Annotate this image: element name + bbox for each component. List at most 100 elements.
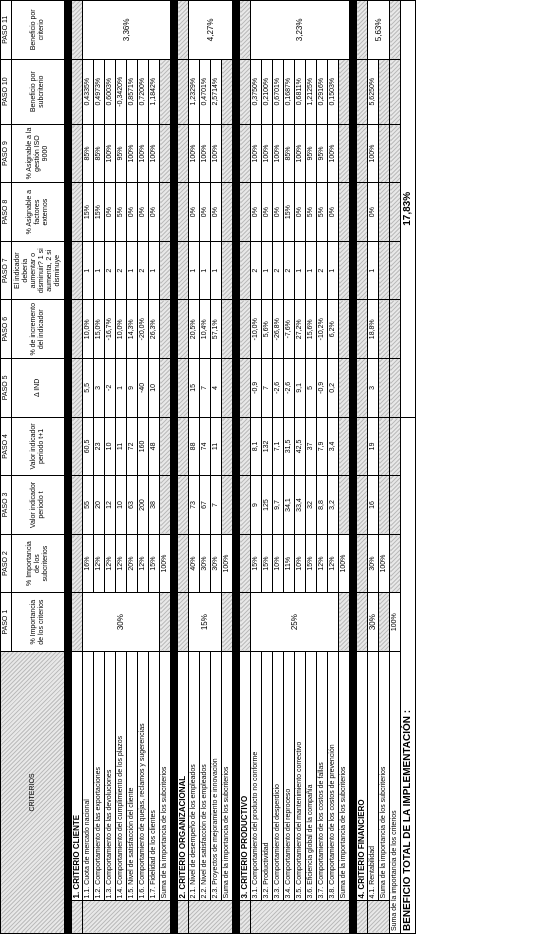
subcriterion-name: 3.5. Comportamiento del mantenimiento co… bbox=[294, 651, 306, 901]
subcriteria-sum-row: Suma de la importancia de los subcriteri… bbox=[338, 1, 350, 934]
value-cell: 2 bbox=[316, 241, 328, 300]
value-cell: 100% bbox=[104, 124, 116, 183]
value-cell: -0,9 bbox=[250, 358, 262, 418]
separator bbox=[232, 0, 240, 934]
value-cell: 27,2% bbox=[294, 299, 306, 359]
value-cell: 100% bbox=[137, 124, 149, 183]
value-cell: 5% bbox=[305, 182, 317, 242]
table-row: 1.4. Comportamiento del cumplimiento de … bbox=[115, 1, 127, 934]
subcriterion-name: 3.7. Comportamiento de los costos de fal… bbox=[316, 651, 328, 901]
criterion-weight: 30% bbox=[367, 592, 379, 652]
subcriterios-label bbox=[250, 900, 350, 934]
value-cell: 23 bbox=[93, 417, 105, 476]
value-cell: 100% bbox=[294, 124, 306, 183]
criteria-sum-row: Suma de la importancia de los criterios 1… bbox=[389, 0, 401, 934]
blank-cell bbox=[389, 182, 401, 242]
value-cell: 34,1 bbox=[283, 475, 295, 535]
subcriteria-side bbox=[177, 900, 189, 934]
subcriteria-sum: 100% bbox=[159, 534, 171, 593]
value-cell: 16 bbox=[367, 475, 379, 535]
table-row: 3.1. Comportamiento del producto no conf… bbox=[250, 0, 350, 934]
subcriteria-side bbox=[239, 900, 251, 934]
value-cell: 15,0% bbox=[93, 299, 105, 359]
blank-cell bbox=[389, 358, 401, 418]
value-cell: 20,5% bbox=[188, 299, 200, 359]
value-cell: -10,0% bbox=[250, 299, 262, 359]
value-cell: 8,1 bbox=[250, 417, 262, 476]
subcriteria-side bbox=[71, 900, 83, 934]
blank-cell bbox=[177, 299, 189, 359]
value-cell: 85% bbox=[93, 124, 105, 183]
value-cell: 3 bbox=[93, 358, 105, 418]
blank-cell bbox=[239, 358, 251, 418]
value-cell: 72 bbox=[126, 417, 138, 476]
criterion-weight: 30% bbox=[82, 592, 160, 652]
value-cell: 7 bbox=[261, 358, 273, 418]
blank-cell bbox=[159, 182, 171, 242]
blank-cell bbox=[177, 592, 189, 652]
blank-cell bbox=[71, 0, 83, 60]
benefit-subcriterion: 0,7200% bbox=[137, 59, 149, 125]
value-cell: 1 bbox=[367, 241, 379, 300]
value-cell: 95% bbox=[115, 124, 127, 183]
value-cell: 100% bbox=[327, 124, 339, 183]
step-11: PASO 11 bbox=[0, 0, 12, 60]
subcriteria-side bbox=[356, 900, 368, 934]
blank-cell bbox=[159, 59, 171, 125]
benefit-subcriterion: 0,4335% bbox=[82, 59, 94, 125]
value-cell: 0% bbox=[250, 182, 262, 242]
blank-cell bbox=[338, 299, 350, 359]
separator-row bbox=[170, 0, 178, 934]
value-cell: 26,3% bbox=[148, 299, 160, 359]
value-cell: 30% bbox=[210, 534, 222, 593]
separator-row bbox=[64, 0, 72, 934]
value-cell: 15% bbox=[261, 534, 273, 593]
value-cell: 0% bbox=[148, 182, 160, 242]
blank-cell bbox=[71, 59, 83, 125]
blank-cell bbox=[177, 182, 189, 242]
value-cell: 1 bbox=[93, 241, 105, 300]
criterion-title-row: 1. CRITERIO CLIENTE bbox=[71, 0, 83, 934]
criterion-weight: 15% bbox=[188, 592, 222, 652]
blank-cell bbox=[71, 475, 83, 535]
value-cell: 100% bbox=[148, 124, 160, 183]
table-row: 3.5. Comportamiento del mantenimiento co… bbox=[294, 1, 306, 934]
table-row: 3.3. Comportamiento del desperdicio 10% 9,… bbox=[272, 1, 284, 934]
value-cell: 1 bbox=[126, 241, 138, 300]
value-cell: 9,1 bbox=[294, 358, 306, 418]
blank-cell bbox=[159, 241, 171, 300]
blank-cell bbox=[356, 592, 368, 652]
blank-cell bbox=[356, 534, 368, 593]
value-cell: 85% bbox=[82, 124, 94, 183]
value-cell: 63 bbox=[126, 475, 138, 535]
value-cell: 67 bbox=[199, 475, 211, 535]
subcriterion-name: 1.5. Nivel de satisfacción del cliente bbox=[126, 651, 138, 901]
criterion-weight: 25% bbox=[250, 592, 339, 652]
criterion-title-row: 3. CRITERIO PRODUCTIVO bbox=[239, 0, 251, 934]
blank-cell bbox=[221, 475, 233, 535]
value-cell: 10,0% bbox=[115, 299, 127, 359]
benefit-criterion: 4,27% bbox=[188, 0, 233, 60]
value-cell: 12% bbox=[93, 534, 105, 593]
table-row: 1.5. Nivel de satisfacción del cliente 20… bbox=[126, 1, 138, 934]
subcriteria-sum: 100% bbox=[221, 534, 233, 593]
blank-cell bbox=[221, 59, 233, 125]
blank-cell bbox=[378, 124, 390, 183]
table-row: 3.6. Eficiencia global de la compañía 15%… bbox=[305, 1, 317, 934]
blank-cell bbox=[71, 358, 83, 418]
value-cell: 15,6% bbox=[305, 299, 317, 359]
blank-cell bbox=[159, 417, 171, 476]
blank-cell bbox=[71, 417, 83, 476]
benefit-subcriterion: 2,5714% bbox=[210, 59, 222, 125]
blank-cell bbox=[338, 358, 350, 418]
benefit-subcriterion: 0,3750% bbox=[250, 59, 262, 125]
subcriterion-name: 1.2. Comportamiento de las exportaciones bbox=[93, 651, 105, 901]
table-row: 1.6. Comportamiento de quejas, reclamos … bbox=[137, 1, 149, 934]
blank-cell bbox=[378, 59, 390, 125]
value-cell: 0,2 bbox=[327, 358, 339, 418]
subcriterion-name: 1.7. Fidelidad de los clientes bbox=[148, 651, 160, 901]
value-cell: 16% bbox=[82, 534, 94, 593]
value-cell: 0% bbox=[137, 182, 149, 242]
value-cell: 0% bbox=[210, 182, 222, 242]
value-cell: -40 bbox=[137, 358, 149, 418]
